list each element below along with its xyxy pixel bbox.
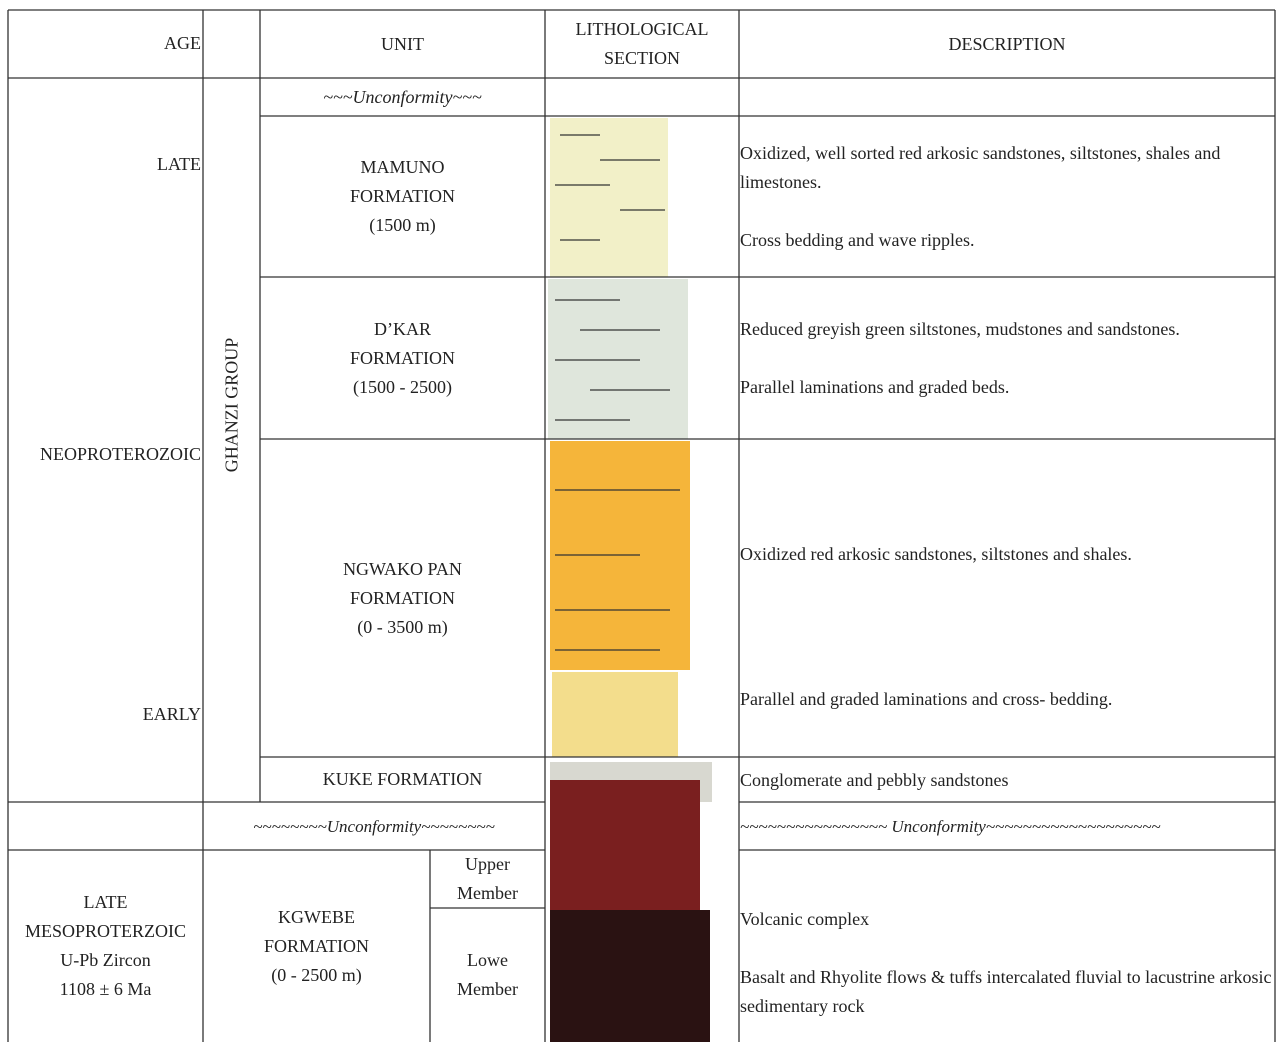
unit-name: NGWAKO PAN FORMATION (0 - 3500 m) — [260, 535, 545, 661]
text: Member — [457, 883, 518, 903]
unit-name: MAMUNO FORMATION (1500 m) — [260, 116, 545, 277]
unit-name: D’KAR FORMATION (1500 - 2500) — [260, 277, 545, 439]
unconformity: ~~~Unconformity~~~ — [323, 86, 482, 107]
text: FORMATION — [349, 587, 455, 608]
description: Parallel laminations and graded beds. — [740, 377, 1010, 397]
text: FORMATION — [349, 186, 455, 206]
text: KGWEBE — [278, 906, 355, 927]
text: NGWAKO PAN — [343, 558, 462, 579]
description: Oxidized, well sorted red arkosic sandst… — [740, 143, 1221, 192]
age-label: NEOPROTEROZOIC — [40, 444, 201, 464]
age-label: EARLY — [142, 704, 201, 724]
member: Lowe Member — [430, 908, 545, 1042]
description: Conglomerate and pebbly sandstones — [740, 770, 1009, 790]
text: 1108 ± 6 Ma — [59, 979, 152, 999]
header-description: DESCRIPTION — [948, 33, 1066, 54]
description: Reduced greyish green siltstones, mudsto… — [740, 319, 1180, 339]
text: (0 - 2500 m) — [271, 964, 362, 985]
text: (0 - 3500 m) — [357, 616, 448, 637]
text: MAMUNO — [360, 157, 445, 177]
text: FORMATION — [263, 935, 369, 956]
text: Member — [457, 979, 518, 999]
description: Basalt and Rhyolite flows & tuffs interc… — [740, 967, 1272, 1016]
unit-name: KUKE FORMATION — [260, 757, 545, 802]
text: (1500 m) — [369, 215, 436, 235]
header-lithology: LITHOLOGICAL SECTION — [545, 10, 739, 78]
unconformity: ~~~~~~~~~~~~~~~~ Unconformity~~~~~~~~~~~… — [740, 817, 1161, 836]
member: Upper Member — [430, 850, 545, 908]
description: Oxidized red arkosic sandstones, siltsto… — [740, 544, 1132, 564]
text: Lowe — [467, 950, 508, 970]
text: LATE — [83, 892, 128, 912]
description: Parallel and graded laminations and cros… — [740, 689, 1113, 709]
text: (1500 - 2500) — [353, 376, 452, 397]
text: MESOPROTERZOIC — [24, 921, 186, 941]
text: LITHOLOGICAL — [575, 19, 709, 39]
header-unit: UNIT — [381, 33, 424, 54]
unconformity: ~~~~~~~~Unconformity~~~~~~~~ — [253, 816, 495, 836]
lithology-graphic — [548, 118, 712, 1042]
text: Upper — [465, 854, 510, 874]
unit-name: KGWEBE FORMATION (0 - 2500 m) — [203, 850, 430, 1042]
group-label: GHANZI GROUP — [221, 337, 242, 473]
age-label: LATE — [157, 154, 201, 174]
text: SECTION — [604, 48, 680, 68]
text: KUKE FORMATION — [322, 769, 483, 789]
text: D’KAR — [374, 318, 431, 339]
description: Volcanic complex — [740, 909, 870, 929]
description: Cross bedding and wave ripples. — [740, 230, 975, 250]
header-age: AGE — [164, 33, 201, 53]
text: U-Pb Zircon — [60, 950, 151, 970]
text: FORMATION — [349, 347, 455, 368]
age-label: LATE MESOPROTERZOIC U-Pb Zircon 1108 ± 6 Ma — [8, 850, 203, 1042]
